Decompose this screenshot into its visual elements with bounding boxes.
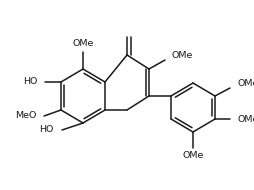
Text: MeO: MeO <box>15 112 36 120</box>
Text: HO: HO <box>23 78 37 86</box>
Text: OMe: OMe <box>172 51 193 60</box>
Text: OMe: OMe <box>72 40 94 48</box>
Text: HO: HO <box>40 126 54 135</box>
Text: OMe: OMe <box>237 115 254 124</box>
Text: OMe: OMe <box>237 79 254 89</box>
Text: OMe: OMe <box>182 150 204 159</box>
